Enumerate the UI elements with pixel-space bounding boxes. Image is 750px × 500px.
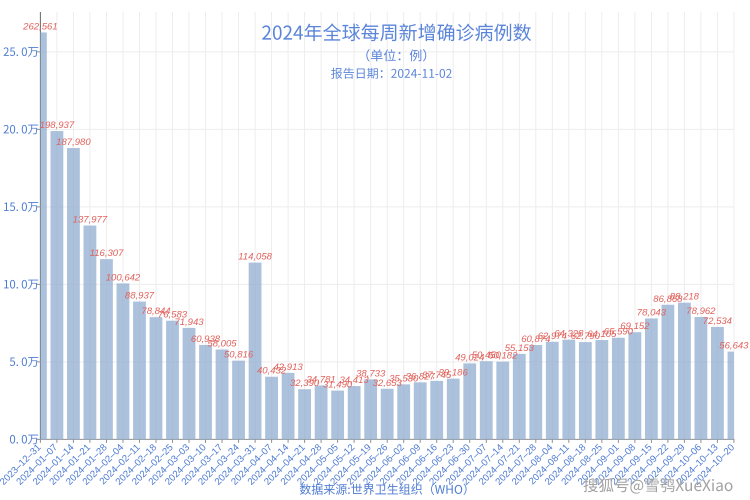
svg-text:86,868: 86,868 [653, 294, 683, 305]
svg-text:88,218: 88,218 [670, 292, 700, 303]
svg-text:40,432: 40,432 [257, 366, 287, 377]
svg-text:50,182: 50,182 [488, 351, 518, 362]
svg-text:198,937: 198,937 [40, 120, 75, 131]
svg-text:49,024: 49,024 [455, 352, 484, 363]
svg-text:187,980: 187,980 [56, 137, 91, 148]
svg-text:36,827: 36,827 [406, 371, 436, 382]
svg-text:34,781: 34,781 [306, 375, 335, 386]
svg-text:56,643: 56,643 [719, 341, 749, 352]
svg-text:31,490: 31,490 [323, 380, 353, 391]
svg-text:114,058: 114,058 [238, 252, 272, 263]
svg-text:262,561: 262,561 [22, 21, 58, 32]
svg-text:32,653: 32,653 [373, 378, 403, 389]
svg-text:42,913: 42,913 [273, 362, 303, 373]
svg-text:100,642: 100,642 [106, 272, 141, 283]
svg-text:65,590: 65,590 [604, 327, 634, 338]
svg-text:50,450: 50,450 [472, 350, 502, 361]
svg-text:64,328: 64,328 [554, 329, 584, 340]
svg-text:88,937: 88,937 [125, 291, 155, 302]
svg-text:39,186: 39,186 [439, 368, 469, 379]
svg-text:69,152: 69,152 [620, 321, 650, 332]
svg-text:116,307: 116,307 [90, 248, 124, 259]
svg-text:78,043: 78,043 [637, 307, 667, 318]
svg-text:78,962: 78,962 [686, 306, 716, 317]
svg-text:60,874: 60,874 [521, 334, 550, 345]
svg-text:137,977: 137,977 [73, 215, 108, 226]
svg-text:55,153: 55,153 [505, 343, 535, 354]
svg-text:32,390: 32,390 [290, 378, 320, 389]
svg-text:35,530: 35,530 [389, 373, 419, 384]
svg-text:62,790: 62,790 [571, 331, 601, 342]
svg-text:38,733: 38,733 [356, 368, 386, 379]
svg-text:64,105: 64,105 [587, 329, 617, 340]
svg-text:62,974: 62,974 [538, 331, 567, 342]
svg-text:60,938: 60,938 [191, 334, 221, 345]
svg-text:71,943: 71,943 [174, 317, 204, 328]
svg-text:34,413: 34,413 [339, 375, 369, 386]
svg-text:37,745: 37,745 [422, 370, 452, 381]
svg-text:72,534: 72,534 [703, 316, 732, 327]
svg-text:58,005: 58,005 [207, 339, 237, 350]
svg-text:76,583: 76,583 [158, 310, 188, 321]
svg-text:78,844: 78,844 [141, 306, 170, 317]
svg-text:50,816: 50,816 [224, 350, 254, 361]
